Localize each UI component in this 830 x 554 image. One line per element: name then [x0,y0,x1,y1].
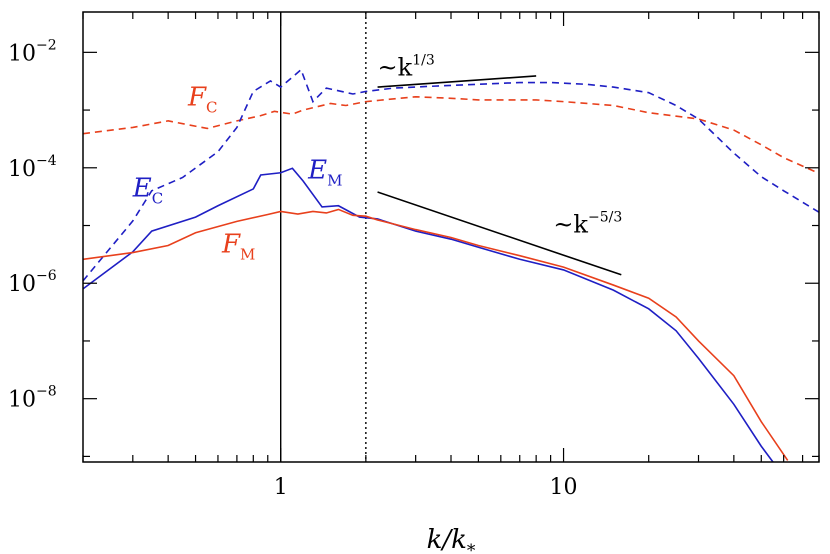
guides-layer [377,75,622,276]
series-layer [83,12,819,462]
series-label-e-m: EM [307,156,342,190]
slope-label-1: ~k1/3 [378,52,435,81]
y-tick-label: 10−8 [8,384,57,413]
series-label-e-c: EC [132,173,163,207]
x-axis-label: k/k* [427,525,476,554]
x-tick-label: 1 [274,475,288,500]
y-tick-label: 10−2 [8,37,57,66]
slope-guide-2 [377,191,622,276]
x-tick-label: 10 [550,475,578,500]
series-line-f-m [83,208,789,461]
x-axis-label-main: k/k [427,525,467,554]
y-tick-label: 10−4 [8,153,57,182]
series-line-e-m [83,167,774,462]
slope-label-2: ~k−5/3 [553,210,622,239]
y-tick-label: 10−6 [8,268,57,297]
slope-guide-1 [377,75,537,88]
series-label-f-c: FC [187,82,218,116]
x-axis-label-sub: * [467,541,476,554]
series-label-f-m: FM [221,230,255,264]
labels-layer: FC EC EM FM ~k1/3 ~k−5/3 1 10 10−2 10−4 10−6 10−8 [8,37,622,500]
series-line-e-c [83,68,819,282]
ticks-layer [82,12,820,462]
